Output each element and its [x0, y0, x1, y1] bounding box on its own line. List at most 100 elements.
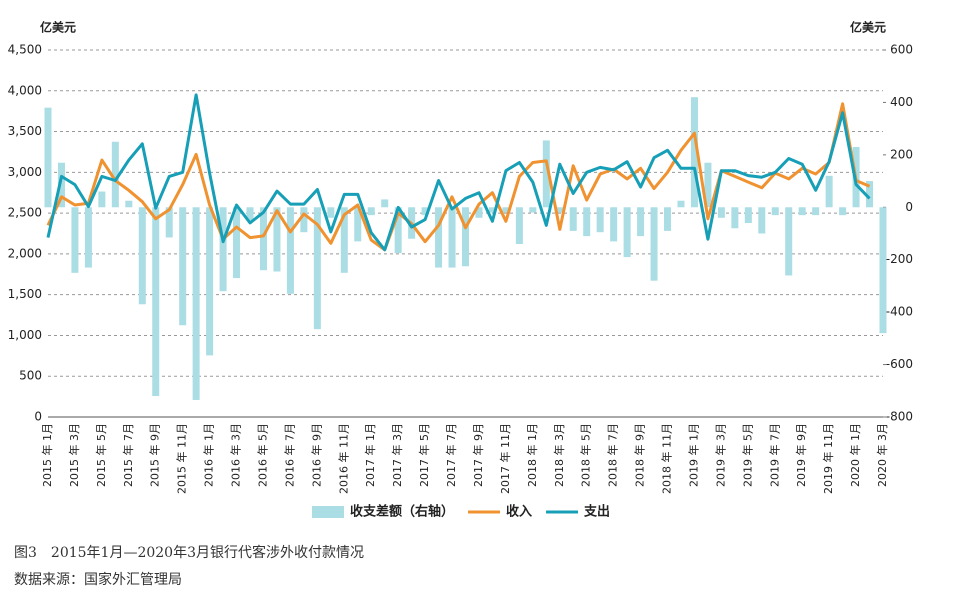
y2-tick-label: 600: [890, 43, 913, 57]
bar: [515, 207, 523, 244]
bar: [300, 207, 308, 233]
y-tick-label: 500: [19, 369, 42, 383]
y-tick-label: 2,500: [8, 206, 42, 220]
x-tick-label: 2018 年 9月: [633, 423, 647, 487]
bar: [462, 207, 469, 267]
bar: [785, 207, 793, 276]
bar: [610, 207, 618, 242]
bar: [98, 191, 106, 208]
caption: 图3 2015年1月—2020年3月银行代客涉外收付款情况: [14, 544, 364, 561]
x-tick-label: 2019 年 9月: [794, 423, 808, 487]
x-tick-label: 2015 年 1月: [40, 423, 54, 487]
x-tick-label: 2015 年 11月: [175, 423, 189, 494]
bar: [138, 207, 146, 305]
y-tick-label: 1,500: [8, 287, 42, 301]
bar: [637, 207, 645, 237]
bar: [354, 207, 362, 242]
x-tick-label: 2018 年 3月: [552, 423, 566, 487]
line: [46, 93, 871, 252]
bar: [286, 207, 294, 294]
bar: [111, 141, 119, 208]
legend-label: 收支差额（右轴）: [350, 504, 454, 520]
x-tick-label: 2017 年 1月: [363, 423, 377, 487]
bar: [529, 207, 537, 213]
bar: [825, 175, 833, 208]
x-tick-label: 2016 年 1月: [202, 423, 216, 487]
bar: [556, 207, 564, 213]
bar: [219, 207, 227, 292]
bar: [771, 207, 779, 216]
y2-tick-label: -200: [886, 252, 913, 266]
bar: [206, 207, 214, 356]
bar: [179, 207, 187, 326]
bar: [57, 162, 65, 208]
bar: [744, 207, 752, 224]
bar: [394, 207, 402, 254]
bar: [704, 162, 712, 208]
bar: [259, 207, 267, 271]
x-tick-label: 2018 年 11月: [660, 423, 674, 494]
x-tick-label: 2017 年 3月: [390, 423, 404, 487]
bar: [448, 207, 456, 268]
y2-tick-label: -600: [886, 357, 913, 371]
bar: [246, 207, 254, 221]
bar: [381, 199, 389, 208]
x-tick-label: 2016 年 9月: [309, 423, 323, 487]
x-tick-label: 2015 年 3月: [67, 423, 81, 487]
source: 数据来源：国家外汇管理局: [14, 571, 182, 588]
x-tick-label: 2015 年 9月: [148, 423, 162, 487]
bar: [569, 207, 577, 231]
bar: [125, 200, 133, 208]
bar: [152, 207, 160, 397]
x-tick-label: 2016 年 3月: [229, 423, 243, 487]
x-tick-label: 2016 年 7月: [282, 423, 296, 487]
legend-swatch: [312, 506, 344, 518]
bar: [502, 207, 510, 213]
y-tick-label: 4,000: [8, 83, 42, 97]
bar: [313, 207, 321, 330]
bar: [327, 207, 335, 218]
x-tick-label: 2020 年 3月: [875, 423, 889, 487]
bar: [435, 207, 443, 268]
x-tick-label: 2018 年 5月: [579, 423, 593, 487]
y-tick-label: 1,000: [8, 328, 42, 342]
bar: [879, 207, 887, 334]
y-tick-label: 4,500: [8, 43, 42, 57]
bar: [664, 207, 672, 231]
bar: [542, 140, 550, 208]
y-tick-label: 0: [34, 410, 42, 424]
bar: [233, 207, 241, 279]
legend-label: 支出: [583, 504, 610, 520]
bar: [165, 207, 173, 238]
x-tick-label: 2017 年 7月: [444, 423, 458, 487]
bar: [690, 97, 698, 208]
x-tick-label: 2019 年 7月: [767, 423, 781, 487]
x-tick-label: 2017 年 9月: [471, 423, 485, 487]
bar: [623, 207, 631, 258]
bar: [866, 181, 874, 208]
y-axis-unit: 亿美元: [40, 20, 76, 35]
x-tick-label: 2015 年 7月: [121, 423, 135, 487]
y-tick-label: 3,000: [8, 165, 42, 179]
x-tick-label: 2019 年 1月: [686, 423, 700, 487]
x-tick-label: 2016 年 11月: [336, 423, 350, 494]
bar: [44, 107, 52, 208]
bar: [596, 207, 604, 233]
y-tick-label: 2,000: [8, 246, 42, 260]
bar: [192, 207, 200, 400]
y2-tick-label: 200: [890, 147, 913, 161]
y2-tick-label: 0: [905, 200, 913, 214]
bar: [273, 207, 281, 272]
x-tick-label: 2019 年 3月: [713, 423, 727, 487]
x-tick-label: 2018 年 7月: [606, 423, 620, 487]
x-tick-label: 2019 年 5月: [740, 423, 754, 487]
x-tick-label: 2015 年 5月: [94, 423, 108, 487]
x-tick-label: 2017 年 11月: [498, 423, 512, 494]
x-tick-label: 2020 年 1月: [848, 423, 862, 487]
bar: [812, 207, 820, 216]
legend-label: 收入: [506, 504, 532, 520]
bar: [650, 207, 658, 281]
x-tick-label: 2017 年 5月: [417, 423, 431, 487]
bar: [677, 200, 685, 208]
